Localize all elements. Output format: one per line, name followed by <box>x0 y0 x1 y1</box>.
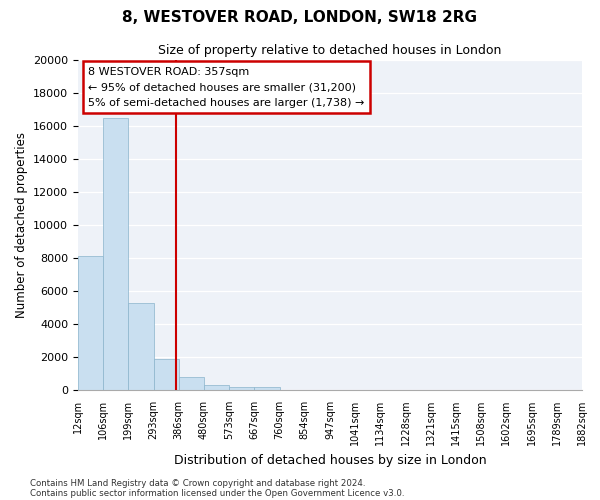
Text: Contains public sector information licensed under the Open Government Licence v3: Contains public sector information licen… <box>30 488 404 498</box>
Bar <box>78 256 103 390</box>
X-axis label: Distribution of detached houses by size in London: Distribution of detached houses by size … <box>173 454 487 466</box>
Title: Size of property relative to detached houses in London: Size of property relative to detached ho… <box>158 44 502 58</box>
Bar <box>154 360 179 390</box>
Text: 8, WESTOVER ROAD, LONDON, SW18 2RG: 8, WESTOVER ROAD, LONDON, SW18 2RG <box>122 10 478 25</box>
Text: 8 WESTOVER ROAD: 357sqm
← 95% of detached houses are smaller (31,200)
5% of semi: 8 WESTOVER ROAD: 357sqm ← 95% of detache… <box>88 66 364 108</box>
Y-axis label: Number of detached properties: Number of detached properties <box>14 132 28 318</box>
Bar <box>229 386 254 390</box>
Bar <box>179 377 204 390</box>
Bar <box>103 118 128 390</box>
Bar <box>128 302 154 390</box>
Bar <box>254 386 280 390</box>
Bar <box>204 386 229 390</box>
Text: Contains HM Land Registry data © Crown copyright and database right 2024.: Contains HM Land Registry data © Crown c… <box>30 478 365 488</box>
